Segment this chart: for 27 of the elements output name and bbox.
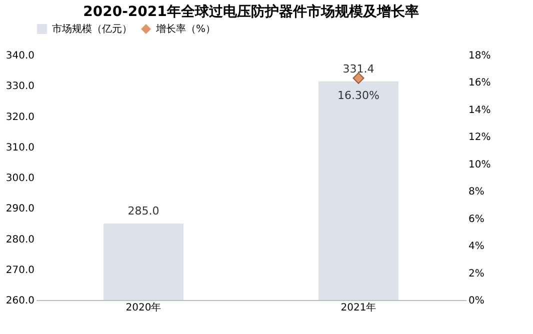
data-label: 331.4 (342, 62, 374, 76)
y-tick-label: 270.0 (6, 264, 34, 276)
y-tick-label: 330.0 (6, 81, 34, 92)
y2-tick-label: 18% (468, 50, 491, 62)
y-tick-label: 310.0 (6, 142, 34, 154)
y-tick-label: 280.0 (6, 234, 34, 246)
y-tick-label: 300.0 (6, 173, 34, 184)
y2-tick-label: 10% (468, 159, 491, 170)
y2-tick-label: 6% (468, 214, 484, 225)
y2-tick-label: 16% (468, 78, 491, 89)
y2-tick-label: 8% (468, 186, 484, 198)
legend-label: 增长率（%） (155, 23, 216, 35)
y2-tick-label: 2% (468, 268, 484, 280)
legend-label: 市场规模（亿元） (52, 23, 132, 35)
x-tick-label: 2020年 (126, 302, 162, 314)
data-label: 16.30% (338, 89, 380, 102)
y-tick-label: 290.0 (6, 204, 34, 215)
data-label: 285.0 (128, 204, 160, 218)
y-tick-label: 320.0 (6, 112, 34, 123)
y2-tick-label: 14% (468, 104, 491, 116)
y2-tick-label: 4% (468, 241, 484, 252)
chart-title: 2020-2021年全球过电压防护器件市场规模及增长率 (83, 3, 419, 20)
y2-tick-label: 12% (468, 132, 491, 144)
x-tick-label: 2021年 (340, 302, 376, 314)
y-tick-label: 260.0 (6, 296, 34, 306)
y-tick-label: 340.0 (6, 50, 34, 62)
y2-tick-label: 0% (468, 296, 484, 306)
